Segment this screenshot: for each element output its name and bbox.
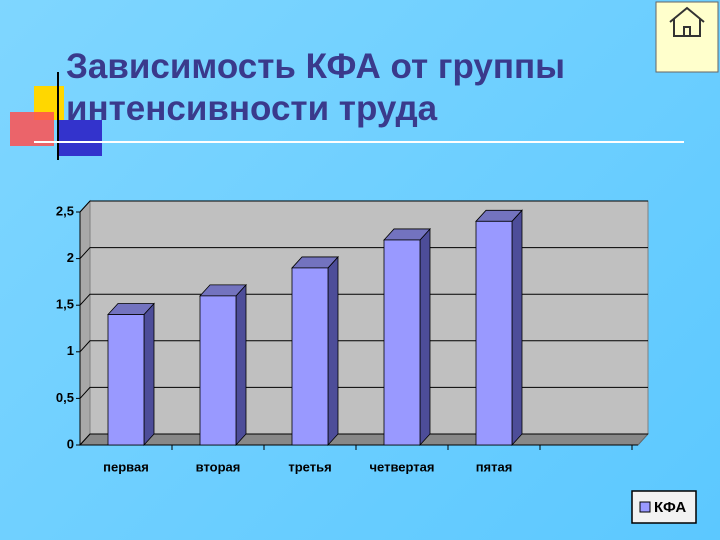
slide-title: Зависимость КФА от группы интенсивности … — [66, 47, 566, 128]
y-tick-label: 0,5 — [56, 390, 74, 405]
back-wall — [89, 200, 649, 435]
decor-square — [58, 120, 102, 156]
bar-side — [419, 227, 431, 447]
legend-label: КФА — [654, 499, 686, 516]
grid-line — [79, 340, 648, 353]
y-tick-label: 2,5 — [56, 203, 74, 218]
y-tick-label: 2 — [67, 250, 74, 265]
x-tick-label: первая — [103, 459, 149, 474]
home-icon[interactable] — [669, 6, 705, 37]
grid-line — [79, 386, 648, 399]
bar — [383, 239, 421, 446]
bar — [107, 314, 145, 446]
bar — [199, 295, 237, 446]
legend-swatch — [639, 501, 651, 513]
grid-line — [79, 293, 648, 306]
bar — [291, 267, 329, 446]
y-tick-label: 1,5 — [56, 297, 74, 312]
grid-line — [79, 433, 648, 446]
bar-side — [511, 209, 523, 447]
x-tick-label: пятая — [476, 459, 513, 474]
grid-line — [79, 247, 648, 259]
y-tick-label: 0 — [67, 436, 74, 451]
x-tick-label: третья — [288, 459, 331, 474]
x-tick-label: четвертая — [370, 459, 435, 474]
bar-side — [143, 302, 155, 447]
bar-side — [235, 283, 247, 447]
floor — [78, 433, 650, 446]
x-tick-label: вторая — [196, 459, 241, 474]
side-wall — [79, 199, 91, 447]
grid-line — [79, 200, 648, 213]
bar-side — [327, 255, 339, 447]
y-tick-label: 1 — [67, 343, 74, 358]
home-button[interactable] — [655, 1, 719, 73]
bar — [475, 220, 513, 446]
decor-square — [10, 112, 54, 146]
